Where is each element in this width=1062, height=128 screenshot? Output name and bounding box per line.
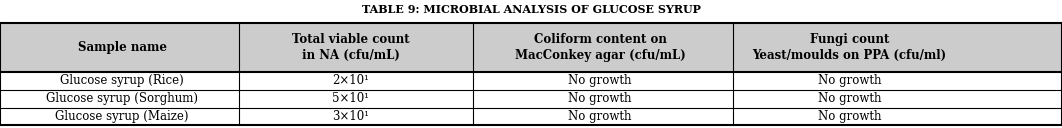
Text: TABLE 9: MICROBIAL ANALYSIS OF GLUCOSE SYRUP: TABLE 9: MICROBIAL ANALYSIS OF GLUCOSE S… — [361, 4, 701, 15]
Text: No growth: No growth — [818, 92, 881, 105]
Text: Glucose syrup (Maize): Glucose syrup (Maize) — [55, 110, 189, 123]
Text: Total viable count
in NA (cfu/mL): Total viable count in NA (cfu/mL) — [292, 33, 409, 62]
Bar — [0, 23, 1062, 72]
Text: No growth: No growth — [568, 92, 632, 105]
Text: Glucose syrup (Sorghum): Glucose syrup (Sorghum) — [46, 92, 199, 105]
Text: Sample name: Sample name — [78, 41, 167, 54]
Text: 5×10¹: 5×10¹ — [332, 92, 369, 105]
Text: 2×10¹: 2×10¹ — [332, 74, 369, 87]
Text: Glucose syrup (Rice): Glucose syrup (Rice) — [61, 74, 184, 87]
Text: No growth: No growth — [568, 74, 632, 87]
Text: No growth: No growth — [818, 110, 881, 123]
Text: Fungi count
Yeast/moulds on PPA (cfu/ml): Fungi count Yeast/moulds on PPA (cfu/ml) — [753, 33, 946, 62]
Text: Coliform content on
MacConkey agar (cfu/mL): Coliform content on MacConkey agar (cfu/… — [515, 33, 685, 62]
Text: 3×10¹: 3×10¹ — [332, 110, 369, 123]
Text: No growth: No growth — [568, 110, 632, 123]
Text: No growth: No growth — [818, 74, 881, 87]
